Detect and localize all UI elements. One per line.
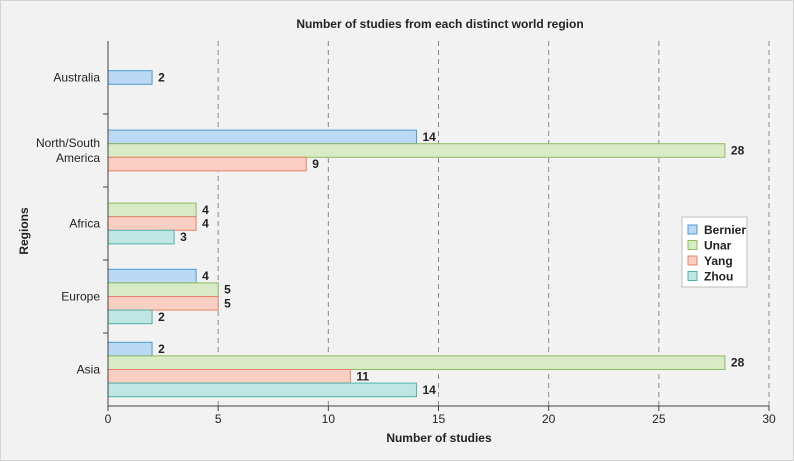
bar-yang-1 — [107, 156, 307, 172]
data-label-yang-3: 5 — [224, 296, 231, 310]
bar-yang-2 — [107, 216, 197, 231]
bar-bernier-0 — [107, 70, 153, 85]
x-tick-label-15: 15 — [432, 412, 446, 426]
data-label-bernier-1: 14 — [422, 130, 436, 144]
category-label-line: Europe — [61, 290, 100, 304]
bar-unar-4 — [107, 355, 726, 370]
category-label-1: North/South America — [36, 136, 100, 165]
data-label-unar-4: 28 — [731, 356, 745, 370]
x-tick-label-25: 25 — [652, 412, 666, 426]
category-label-0: Australia — [53, 71, 100, 85]
bar-bernier-3 — [107, 268, 197, 284]
legend-swatch-yang — [687, 255, 698, 266]
data-label-unar-2: 4 — [202, 203, 209, 217]
legend-swatch-bernier — [687, 224, 698, 235]
x-tick-label-30: 30 — [762, 412, 776, 426]
x-tick-label-10: 10 — [322, 412, 336, 426]
legend-swatch-unar — [687, 240, 698, 250]
y-axis-title: Regions — [17, 207, 31, 255]
legend-label-bernier: Bernier — [704, 223, 746, 237]
category-label-line: America — [56, 151, 100, 165]
data-label-zhou-4: 14 — [422, 383, 436, 397]
bar-unar-2 — [107, 202, 197, 218]
x-tick-label-5: 5 — [215, 412, 222, 426]
bar-zhou-2 — [107, 229, 175, 245]
category-label-2: Africa — [69, 217, 100, 231]
data-label-zhou-2: 3 — [180, 230, 187, 244]
legend-label-zhou: Zhou — [704, 270, 733, 284]
category-labels: Australia North/South America Africa Europe A… — [36, 71, 100, 377]
axes — [103, 41, 770, 411]
category-label-line: Australia — [53, 71, 100, 85]
category-label-3: Europe — [61, 290, 100, 304]
bar-unar-1 — [107, 143, 726, 158]
data-label-yang-2: 4 — [202, 217, 209, 231]
data-label-yang-4: 11 — [356, 369, 369, 383]
data-label-bernier-4: 2 — [158, 342, 165, 356]
category-label-line: Asia — [77, 363, 101, 377]
data-label-unar-3: 5 — [224, 283, 231, 297]
bar-bernier-4 — [107, 341, 153, 357]
grid-lines — [217, 41, 770, 406]
legend-label-unar: Unar — [704, 239, 732, 253]
bar-yang-3 — [107, 296, 219, 311]
x-axis-title: Number of studies — [386, 431, 492, 445]
data-label-bernier-0: 2 — [158, 71, 165, 85]
category-label-4: Asia — [77, 363, 101, 377]
bar-unar-3 — [107, 282, 219, 297]
data-label-unar-1: 28 — [731, 144, 745, 158]
bar-zhou-3 — [107, 309, 153, 325]
legend-swatch-zhou — [687, 271, 698, 281]
data-label-bernier-3: 4 — [202, 269, 209, 283]
bars — [107, 70, 726, 398]
category-label-line: North/South — [36, 136, 100, 150]
data-label-zhou-3: 2 — [158, 310, 165, 324]
category-label-line: Africa — [69, 217, 100, 231]
x-tick-label-0: 0 — [105, 412, 112, 426]
data-label-yang-1: 9 — [312, 157, 319, 171]
legend-label-yang: Yang — [704, 254, 733, 268]
x-tick-label-20: 20 — [542, 412, 556, 426]
bar-yang-4 — [107, 369, 351, 384]
bar-bernier-1 — [107, 129, 417, 145]
chart-title: Number of studies from each distinct wor… — [296, 17, 583, 31]
x-tick-labels: 0 5 10 15 20 25 30 — [105, 412, 776, 426]
bar-zhou-4 — [107, 382, 417, 398]
